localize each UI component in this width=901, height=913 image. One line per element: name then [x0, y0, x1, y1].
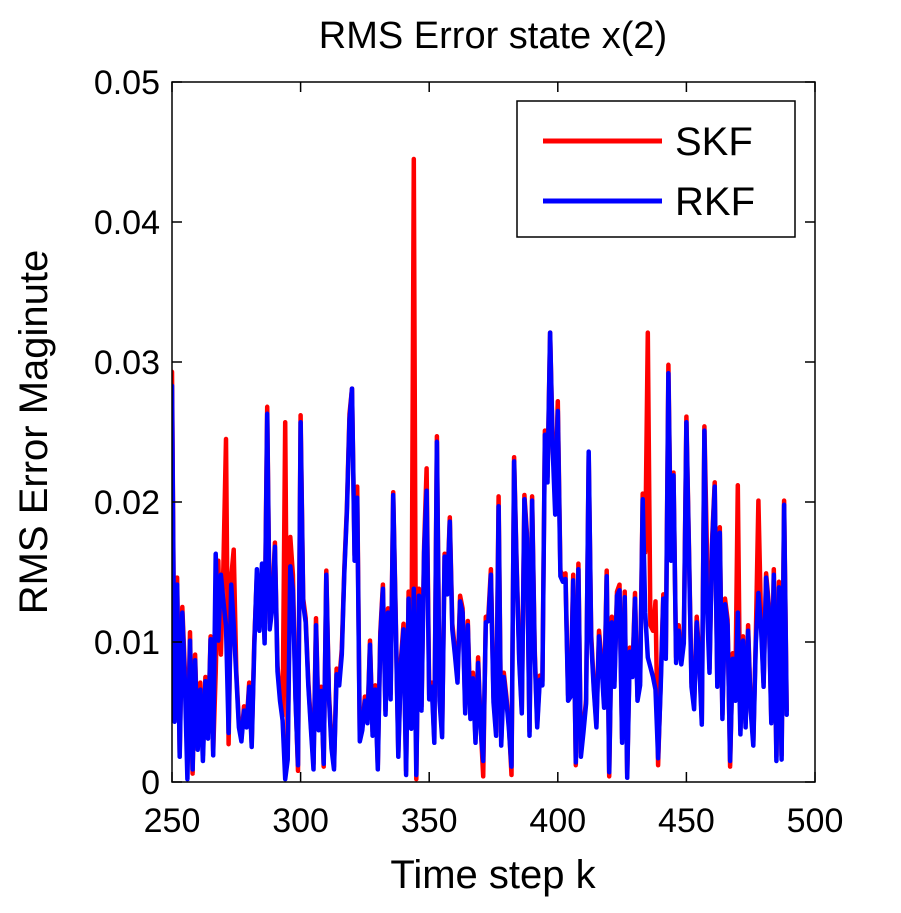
- series-line-rkf: [172, 330, 789, 782]
- x-tick-label: 300: [272, 802, 329, 840]
- legend-label-skf: SKF: [675, 120, 753, 164]
- legend-box: [516, 100, 796, 238]
- y-tick-label: 0: [141, 764, 160, 802]
- legend-label-rkf: RKF: [675, 180, 755, 224]
- x-tick-label: 450: [658, 802, 715, 840]
- y-tick-label: 0.01: [94, 624, 160, 662]
- plot-frame: [171, 81, 816, 783]
- series-layer: [172, 156, 789, 782]
- legend: SKF RKF: [516, 100, 796, 238]
- y-tick-label: 0.03: [94, 344, 160, 382]
- y-tick-label: 0.05: [94, 64, 160, 102]
- x-tick-label: 500: [787, 802, 844, 840]
- chart-title: RMS Error state x(2): [319, 15, 667, 57]
- x-axis-label: Time step k: [390, 853, 596, 897]
- y-tick-label: 0.04: [94, 204, 160, 242]
- x-tick-label: 250: [144, 802, 201, 840]
- x-tick-label: 350: [401, 802, 458, 840]
- x-tick-label: 400: [529, 802, 586, 840]
- ticks-layer: 250 300 350 400 450 500 0 0.01 0.02 0.03 0.04 0.05: [94, 64, 844, 840]
- y-tick-label: 0.02: [94, 484, 160, 522]
- y-axis-label: RMS Error Maginute: [12, 250, 56, 615]
